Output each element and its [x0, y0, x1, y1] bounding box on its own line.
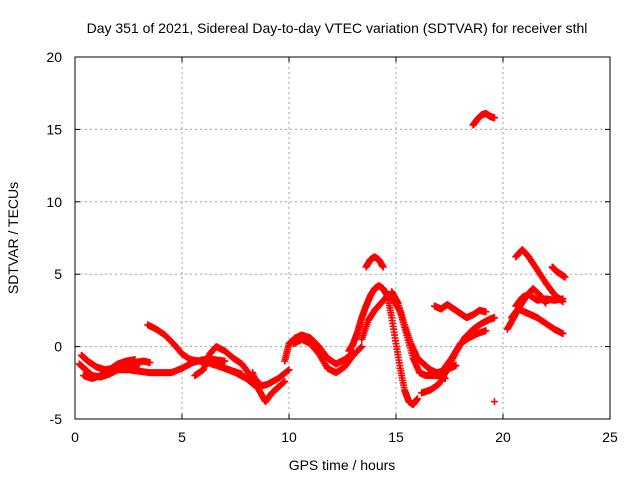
series-track-13: [362, 253, 387, 271]
y-axis-label: SDTVAR / TECUs: [5, 182, 21, 294]
data-point: [358, 343, 366, 351]
data-point: [542, 299, 550, 307]
data-point: [559, 330, 567, 338]
data-point: [221, 357, 229, 365]
y-tick-label: 20: [46, 49, 62, 65]
grid-lines: [75, 57, 610, 419]
y-tick-label: 15: [46, 121, 62, 137]
series-track-18: [469, 109, 498, 129]
x-tick-label: 20: [495, 429, 511, 445]
series-track-11: [345, 282, 421, 409]
data-point: [452, 361, 460, 369]
y-tick-label: 5: [54, 266, 62, 282]
data-point: [146, 359, 154, 367]
axis-ticks: 0 5 10 15 20 25 -5 0 5 10 15 20: [46, 49, 618, 445]
x-tick-label: 25: [602, 429, 618, 445]
series-track-23: [503, 285, 550, 333]
y-tick-label: 0: [54, 339, 62, 355]
series-track-8: [249, 369, 289, 406]
data-point-fill: [284, 367, 292, 375]
series-track-24: [548, 263, 569, 281]
y-tick-label: 10: [46, 194, 62, 210]
x-tick-label: 0: [71, 429, 79, 445]
data-point: [490, 114, 498, 122]
series-track-7: [221, 364, 293, 391]
x-tick-label: 10: [281, 429, 297, 445]
data-point: [561, 273, 569, 281]
plot-frame: [74, 56, 611, 420]
x-tick-label: 5: [178, 429, 186, 445]
data-point: [413, 395, 421, 403]
x-tick-label: 15: [388, 429, 404, 445]
data-point: [131, 356, 139, 364]
data-point: [379, 263, 387, 271]
data-point: [490, 314, 498, 322]
data-point: [482, 308, 490, 316]
series-track-15: [431, 301, 490, 322]
series-track-3: [80, 356, 139, 382]
series-track-19: [490, 398, 498, 406]
series-track-17: [418, 314, 498, 397]
data-point-fill: [357, 344, 365, 352]
x-axis-label: GPS time / hours: [289, 457, 396, 473]
y-tick-label: -5: [50, 411, 63, 427]
data-points: [75, 109, 569, 409]
data-point: [285, 366, 293, 374]
series-track-10: [289, 335, 366, 377]
data-point: [482, 327, 490, 335]
data-point: [135, 360, 143, 368]
data-point: [559, 295, 567, 303]
data-point: [281, 377, 289, 385]
data-point: [490, 398, 498, 406]
chart-title: Day 351 of 2021, Sidereal Day-to-day VTE…: [87, 20, 588, 36]
